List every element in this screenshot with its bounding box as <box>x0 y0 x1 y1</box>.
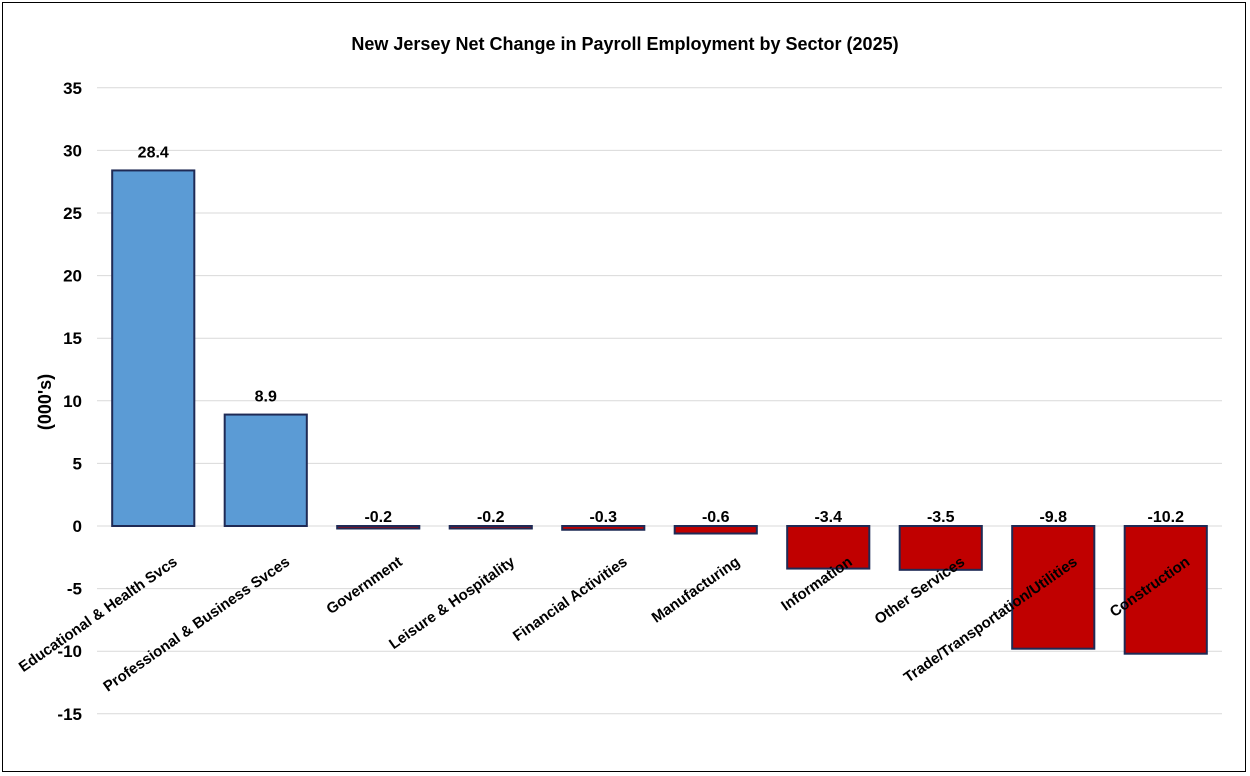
data-labels: 28.4 8.9 -0.2 -0.2 -0.3 -0.6 -3.4 -3.5 -9.8 -10.2 <box>138 144 1184 526</box>
data-label: 8.9 <box>255 389 277 406</box>
bar <box>336 525 421 530</box>
y-axis-ticks: -15 -10 -5 0 5 10 15 20 25 30 35 <box>57 79 82 724</box>
bar <box>1011 525 1096 650</box>
y-tick-label: -10 <box>57 642 82 661</box>
y-tick-label: 10 <box>63 392 82 411</box>
data-label: -0.2 <box>364 509 392 526</box>
chart-title: New Jersey Net Change in Payroll Employm… <box>351 34 898 54</box>
y-tick-label: 0 <box>73 517 82 536</box>
y-tick-label: 25 <box>63 204 82 223</box>
category-label: Professional & Business Svces <box>100 553 293 695</box>
y-tick-label: -15 <box>57 705 82 724</box>
bar <box>223 413 308 527</box>
y-tick-label: 5 <box>73 454 82 473</box>
category-label: Government <box>323 553 405 618</box>
category-label: Financial Activities <box>510 553 631 645</box>
category-label: Leisure & Hospitality <box>386 553 519 653</box>
data-label: -0.2 <box>477 509 505 526</box>
data-label: -10.2 <box>1148 509 1185 526</box>
data-label: -3.5 <box>927 509 955 526</box>
y-tick-label: 20 <box>63 267 82 286</box>
data-label: -0.6 <box>702 509 730 526</box>
data-label: -3.4 <box>814 509 842 526</box>
y-tick-label: 35 <box>63 79 82 98</box>
bar <box>673 525 758 535</box>
y-tick-label: -5 <box>67 580 82 599</box>
data-label: 28.4 <box>138 144 169 161</box>
gridlines <box>97 87 1222 715</box>
bar <box>786 525 871 570</box>
bar <box>561 525 646 531</box>
bar <box>448 525 533 530</box>
data-label: -0.3 <box>589 509 617 526</box>
bar <box>111 169 196 527</box>
y-tick-label: 30 <box>63 141 82 160</box>
y-axis-label: (000's) <box>35 374 55 430</box>
bar <box>898 525 983 571</box>
category-label: Manufacturing <box>649 553 743 626</box>
bars <box>111 169 1208 655</box>
bar <box>1123 525 1208 655</box>
data-label: -9.8 <box>1039 509 1067 526</box>
y-tick-label: 15 <box>63 329 82 348</box>
